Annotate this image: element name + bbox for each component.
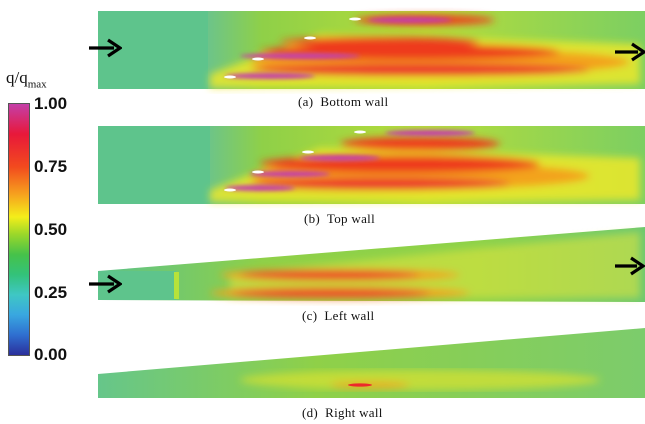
colorbar-tick-075: 0.75 <box>34 157 68 176</box>
flow-arrow-icon <box>615 42 645 62</box>
colorbar-tick-050: 0.50 <box>34 220 68 239</box>
colorbar-title: q/qmax <box>6 68 47 91</box>
flow-arrow-icon <box>89 38 122 58</box>
colorbar-tick-025: 0.25 <box>34 283 68 302</box>
caption-right-wall: (d) Right wall <box>302 405 383 420</box>
panel-right-wall <box>98 328 645 398</box>
colorbar <box>8 103 30 356</box>
caption-bottom-wall: (a) Bottom wall <box>298 94 389 109</box>
panel-top-wall <box>98 126 645 204</box>
panel-left-wall <box>98 227 645 302</box>
colorbar-tick-1: 1.00 <box>34 94 68 113</box>
caption-top-wall: (b) Top wall <box>304 211 375 226</box>
panel-bottom-wall <box>98 11 645 89</box>
flow-arrow-icon <box>89 274 122 294</box>
flow-arrow-icon <box>615 256 645 276</box>
caption-left-wall: (c) Left wall <box>302 308 375 323</box>
colorbar-tick-000: 0.00 <box>34 345 68 364</box>
